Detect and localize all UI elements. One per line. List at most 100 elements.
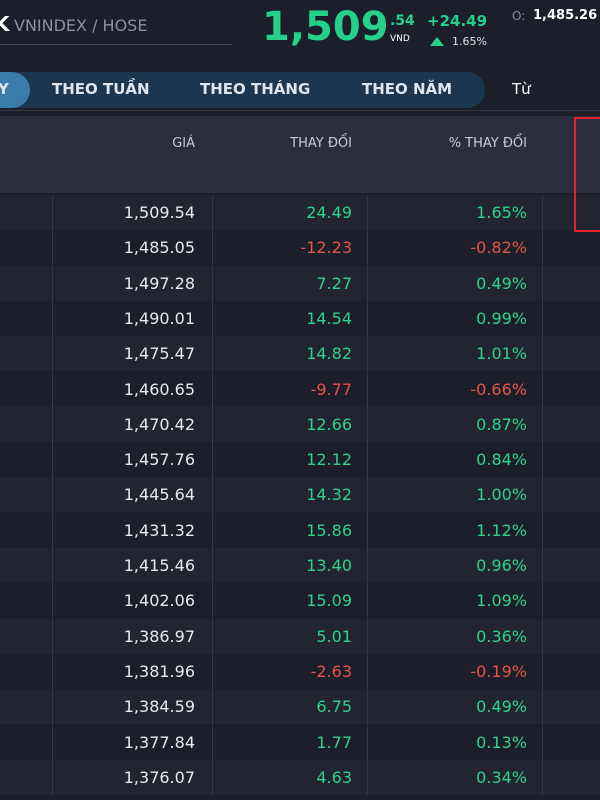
column-separator — [212, 371, 213, 407]
table-row: 1,490.01 14.54 0.99% — [0, 300, 600, 336]
change: +24.49 — [427, 12, 488, 30]
column-separator — [212, 583, 213, 619]
table-cell: 0.99% — [476, 308, 527, 328]
table-row: 1,415.46 13.40 0.96% — [0, 548, 600, 583]
table-cell: 1,415.46 — [123, 556, 195, 575]
column-separator — [542, 759, 543, 795]
tab[interactable]: Từ — [512, 80, 531, 98]
table-cell: -12.23 — [300, 238, 352, 258]
column-separator — [212, 477, 213, 513]
table-row: 1,457.76 12.12 0.84% — [0, 442, 600, 478]
column-separator — [367, 689, 368, 725]
table-row: 1,377.84 1.77 0.13% — [0, 724, 600, 760]
column-separator — [212, 442, 213, 478]
table-row: 1,470.42 12.66 0.87% — [0, 406, 600, 442]
table-cell: 1,485.05 — [123, 238, 195, 258]
tab-active[interactable] — [0, 72, 30, 108]
tab[interactable]: THEO NĂM — [362, 80, 453, 98]
table-cell: 7.27 — [316, 273, 352, 293]
table-cell: -2.63 — [310, 661, 352, 681]
table-cell: 15.86 — [306, 520, 352, 540]
column-separator — [542, 265, 543, 301]
column-separator — [212, 300, 213, 336]
open-value: 1,485.26 — [533, 8, 598, 23]
column-separator — [367, 265, 368, 301]
column-separator — [52, 300, 53, 336]
highlight-box — [574, 117, 600, 232]
column-separator — [212, 336, 213, 372]
table-cell: 14.32 — [306, 485, 352, 505]
table-row: 1,460.65 -9.77 -0.66% — [0, 371, 600, 407]
column-separator — [212, 265, 213, 301]
table-cell: 0.49% — [476, 697, 527, 717]
column-separator — [542, 653, 543, 689]
column-separator — [367, 300, 368, 336]
tab-bar — [0, 72, 485, 108]
table-cell: 1,445.64 — [123, 485, 195, 505]
column-separator — [52, 759, 53, 795]
table-cell: 14.82 — [306, 344, 352, 364]
table-row: 1,402.06 15.09 1.09% — [0, 583, 600, 619]
table-cell: 1.00% — [476, 485, 527, 505]
column-separator — [52, 371, 53, 407]
column-header[interactable]: THAY ĐỔI — [290, 136, 352, 151]
column-separator — [367, 548, 368, 583]
column-separator — [52, 512, 53, 548]
column-separator — [212, 689, 213, 725]
table-cell: 1,509.54 — [123, 203, 195, 222]
column-separator — [52, 336, 53, 372]
table-cell: 14.54 — [306, 308, 352, 328]
column-separator — [52, 477, 53, 513]
column-separator — [542, 477, 543, 513]
column-separator — [367, 442, 368, 478]
column-separator — [367, 406, 368, 442]
column-separator — [212, 759, 213, 795]
table-cell: 1,490.01 — [123, 308, 195, 328]
column-separator — [52, 265, 53, 301]
table-cell: 1.77 — [316, 732, 352, 752]
column-separator — [542, 371, 543, 407]
column-separator — [542, 548, 543, 583]
table-row: 1,445.64 14.32 1.00% — [0, 477, 600, 513]
column-header[interactable]: % THAY ĐỔI — [448, 136, 527, 151]
column-separator — [542, 724, 543, 760]
table-cell: 1,386.97 — [123, 626, 195, 646]
table-cell: 1.12% — [476, 520, 527, 540]
table-cell: 1.65% — [476, 203, 527, 222]
column-separator — [542, 406, 543, 442]
table-cell: 0.49% — [476, 273, 527, 293]
table-cell: 1,402.06 — [123, 591, 195, 611]
column-separator — [542, 689, 543, 725]
table-cell: -9.77 — [310, 379, 352, 399]
column-separator — [542, 230, 543, 266]
table-row: 1,431.32 15.86 1.12% — [0, 512, 600, 548]
column-separator — [367, 759, 368, 795]
table-cell: -0.82% — [470, 238, 527, 258]
column-separator — [367, 512, 368, 548]
table-cell: 13.40 — [306, 556, 352, 575]
table-cell: 0.96% — [476, 556, 527, 575]
column-separator — [367, 653, 368, 689]
tab[interactable]: THEO THÁNG — [200, 80, 311, 98]
tab[interactable]: Y — [0, 80, 9, 98]
table-cell: -0.66% — [470, 379, 527, 399]
table-cell: 1,376.07 — [123, 767, 195, 787]
symbol[interactable]: VNINDEX / HOSE — [14, 16, 148, 35]
column-separator — [212, 406, 213, 442]
column-separator — [542, 583, 543, 619]
column-separator — [367, 618, 368, 654]
table-cell: 1,497.28 — [123, 273, 195, 293]
column-separator — [542, 195, 543, 230]
logo: K — [0, 12, 10, 36]
table-row: 1,509.54 24.49 1.65% — [0, 195, 600, 230]
column-header[interactable]: GIÁ — [172, 136, 195, 151]
table-cell: 12.12 — [306, 450, 352, 470]
tab[interactable]: THEO TUẦN — [52, 80, 150, 98]
column-separator — [52, 230, 53, 266]
column-separator — [52, 548, 53, 583]
table-row: 1,386.97 5.01 0.36% — [0, 618, 600, 654]
table-cell: -0.19% — [470, 661, 527, 681]
table-cell: 6.75 — [316, 697, 352, 717]
column-separator — [52, 406, 53, 442]
